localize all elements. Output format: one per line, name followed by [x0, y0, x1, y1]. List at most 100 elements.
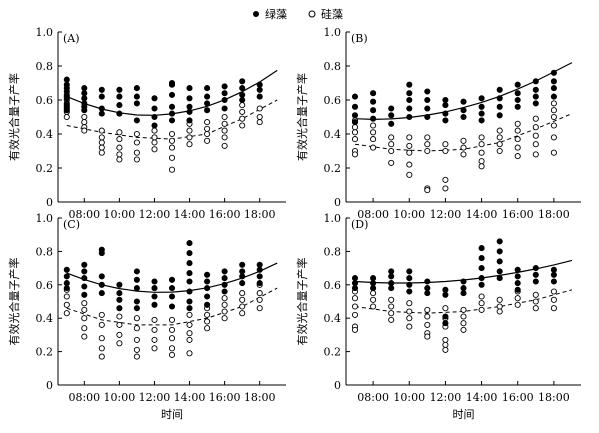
- data-point-diatom: [550, 134, 557, 141]
- data-point-diatom: [98, 127, 105, 134]
- data-point-diatom: [514, 120, 521, 127]
- data-point-diatom: [221, 113, 228, 121]
- data-point-green-algae: [221, 96, 228, 104]
- data-point-green-algae: [221, 281, 228, 288]
- data-point-green-algae: [98, 273, 105, 280]
- data-point-green-algae: [221, 275, 228, 282]
- data-point-diatom: [98, 311, 105, 318]
- x-tick-label: 14:00: [466, 208, 498, 221]
- data-point-green-algae: [424, 88, 431, 95]
- data-point-green-algae: [256, 280, 263, 287]
- x-tick-label: 18:00: [244, 391, 276, 404]
- data-point-diatom: [370, 303, 377, 310]
- data-point-diatom: [351, 311, 359, 318]
- data-point-diatom: [496, 134, 503, 141]
- data-point-green-algae: [221, 83, 228, 90]
- x-tick-label: 18:00: [538, 208, 570, 221]
- data-point-green-algae: [406, 275, 413, 282]
- data-point-green-algae: [204, 285, 211, 292]
- data-point-green-algae: [514, 96, 521, 104]
- data-point-green-algae: [81, 107, 88, 114]
- data-point-green-algae: [186, 108, 193, 115]
- data-point-diatom: [406, 171, 413, 178]
- data-point-diatom: [151, 326, 158, 333]
- data-point-diatom: [98, 144, 105, 151]
- x-tick-label: 14:00: [466, 391, 498, 404]
- data-point-diatom: [550, 100, 557, 107]
- data-point-diatom: [116, 321, 123, 328]
- data-point-green-algae: [221, 105, 228, 112]
- data-point-diatom: [514, 295, 521, 302]
- data-point-green-algae: [514, 90, 521, 97]
- data-point-green-algae: [478, 255, 485, 262]
- data-point-diatom: [370, 136, 377, 143]
- data-point-green-algae: [81, 95, 88, 102]
- data-point-diatom: [221, 295, 228, 302]
- data-point-diatom: [550, 288, 557, 295]
- data-point-diatom: [186, 134, 193, 141]
- data-point-diatom: [424, 306, 431, 313]
- data-point-diatom: [239, 290, 246, 297]
- data-point-green-algae: [133, 85, 140, 92]
- data-point-green-algae: [116, 296, 123, 303]
- data-point-green-algae: [532, 78, 539, 85]
- data-point-green-algae: [204, 301, 211, 308]
- data-point-diatom: [168, 166, 176, 173]
- data-point-green-algae: [168, 303, 176, 310]
- data-point-green-algae: [478, 265, 485, 272]
- data-point-diatom: [406, 300, 413, 307]
- data-point-diatom: [424, 147, 431, 155]
- y-tick-label: 0.6: [36, 279, 54, 292]
- data-point-diatom: [442, 141, 449, 148]
- data-point-green-algae: [81, 275, 88, 282]
- data-point-diatom: [442, 147, 449, 155]
- data-point-green-algae: [532, 271, 539, 278]
- data-point-green-algae: [239, 261, 246, 268]
- data-point-diatom: [406, 134, 413, 141]
- data-point-diatom: [98, 335, 105, 342]
- y-axis-label: 有效光合量子产率: [7, 258, 21, 346]
- data-point-green-algae: [151, 285, 158, 292]
- legend: 绿藻 硅藻: [253, 7, 343, 21]
- y-tick-label: 0.2: [324, 162, 342, 175]
- x-tick-label: 12:00: [430, 391, 462, 404]
- legend-label-green-algae: 绿藻: [265, 7, 287, 21]
- data-point-green-algae: [186, 117, 193, 124]
- data-point-diatom: [151, 345, 158, 352]
- data-point-diatom: [221, 315, 228, 322]
- data-point-green-algae: [133, 276, 140, 283]
- data-point-green-algae: [98, 110, 105, 117]
- data-point-diatom: [168, 335, 176, 342]
- data-point-green-algae: [406, 288, 413, 295]
- data-point-diatom: [406, 142, 413, 149]
- data-point-diatom: [204, 318, 211, 325]
- data-point-diatom: [424, 313, 431, 320]
- x-tick-label: 08:00: [357, 208, 389, 221]
- data-point-green-algae: [186, 305, 193, 312]
- y-tick-label: 0.4: [36, 128, 54, 141]
- data-point-diatom: [532, 291, 539, 298]
- data-point-diatom: [168, 316, 176, 323]
- panel-1: 0 0.2 0.4 0.6 0.8 1.0 08:00 10:00 12:00 14:00 16:0…: [7, 26, 286, 221]
- y-tick-label: 0.2: [324, 346, 342, 359]
- data-point-diatom: [442, 341, 449, 348]
- data-point-diatom: [388, 141, 395, 148]
- data-point-diatom: [550, 296, 557, 303]
- data-point-diatom: [388, 303, 395, 310]
- data-point-diatom: [239, 303, 246, 310]
- panel-label: (A): [63, 32, 80, 45]
- data-point-green-algae: [460, 98, 467, 105]
- data-point-green-algae: [133, 285, 140, 292]
- data-point-diatom: [388, 316, 395, 323]
- x-tick-label: 16:00: [502, 391, 534, 404]
- data-point-diatom: [221, 127, 228, 134]
- data-point-green-algae: [204, 107, 211, 114]
- data-point-diatom: [550, 107, 557, 114]
- data-point-green-algae: [256, 261, 263, 268]
- data-point-diatom: [460, 320, 467, 327]
- data-point-green-algae: [133, 268, 140, 275]
- data-point-green-algae: [239, 280, 246, 287]
- data-point-diatom: [221, 308, 228, 315]
- data-point-green-algae: [81, 261, 88, 268]
- y-tick-label: 0: [334, 196, 341, 209]
